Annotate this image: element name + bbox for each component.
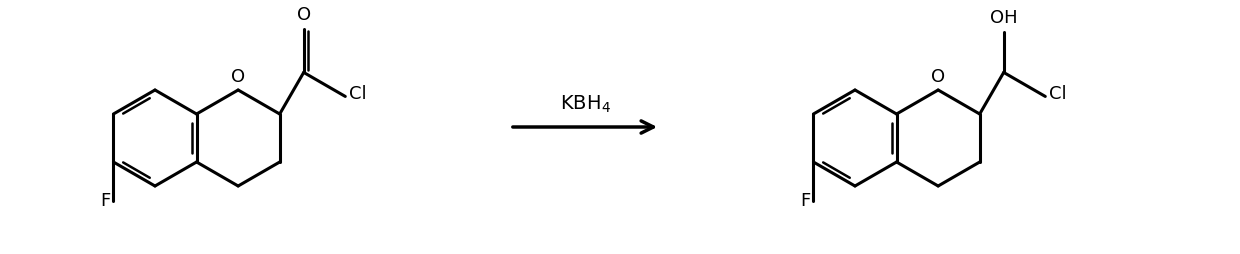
Text: OH: OH (990, 9, 1018, 27)
Text: O: O (296, 6, 311, 24)
Text: O: O (931, 68, 945, 86)
Text: O: O (231, 68, 246, 86)
Text: F: F (100, 192, 110, 210)
Text: KBH$_4$: KBH$_4$ (559, 94, 610, 115)
Text: Cl: Cl (350, 85, 367, 103)
Text: F: F (800, 192, 811, 210)
Text: Cl: Cl (1049, 85, 1066, 103)
